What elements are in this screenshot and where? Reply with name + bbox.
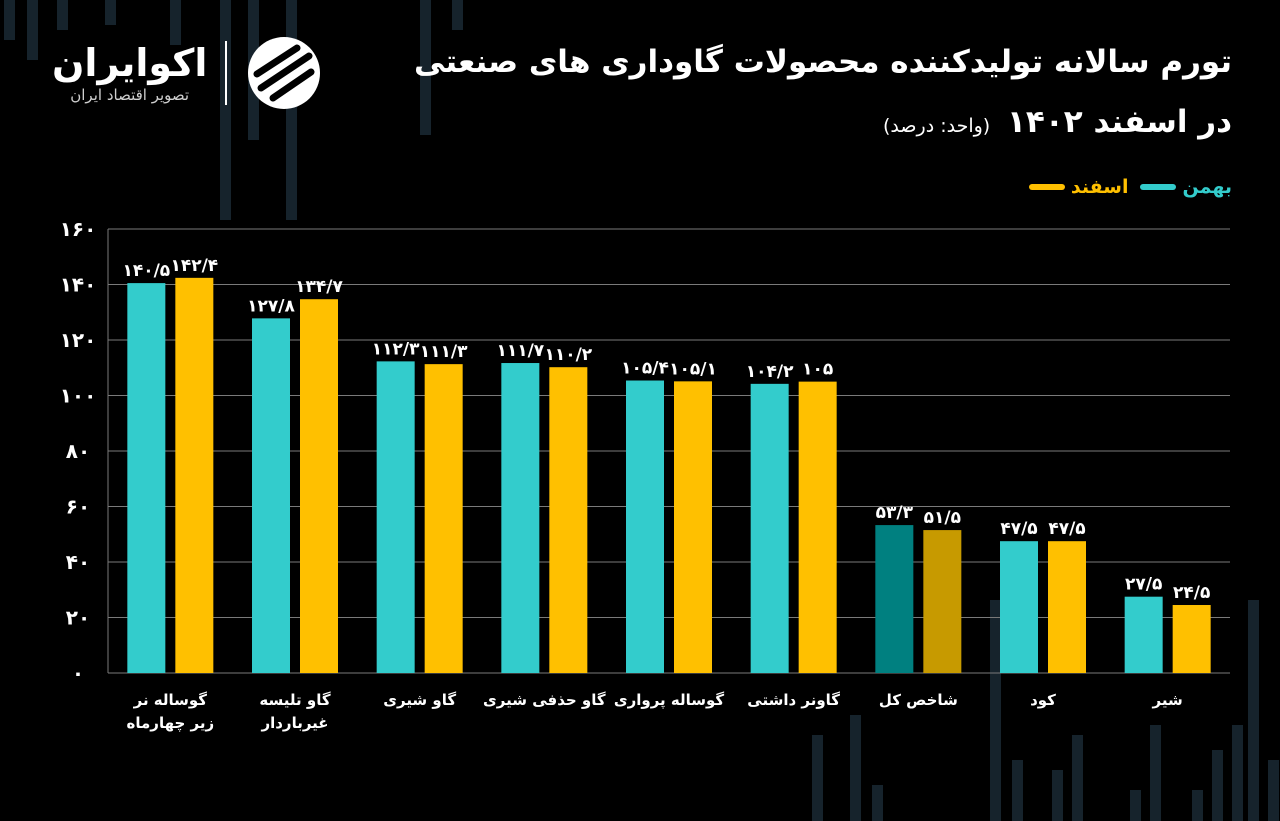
decor-bar	[1150, 725, 1161, 821]
chart-title: تورم سالانه تولیدکننده محصولات گاوداری ه…	[413, 44, 1232, 80]
bar-esfand	[798, 381, 837, 673]
data-label: ۵۳/۳	[876, 503, 914, 523]
bar-esfand	[175, 277, 214, 673]
data-label: ۴۷/۵	[1048, 519, 1085, 539]
data-label: ۱۰۵/۱	[669, 359, 717, 379]
decor-bar	[1232, 725, 1243, 821]
decor-bar	[27, 0, 38, 60]
y-tick-label: ۱۰۰	[60, 384, 97, 408]
x-category-label: زیر چهارماه	[127, 714, 215, 733]
data-label: ۱۳۴/۷	[295, 277, 343, 297]
bar-bahman	[127, 283, 166, 673]
decor-bar	[1072, 735, 1083, 821]
x-category-label: کود	[1030, 691, 1056, 709]
decor-bar	[1212, 750, 1223, 821]
bar-bahman	[501, 363, 540, 673]
data-label: ۲۷/۵	[1125, 575, 1162, 595]
data-label: ۵۱/۵	[924, 508, 961, 528]
bar-bahman	[875, 525, 914, 673]
y-tick-label: ۴۰	[66, 550, 90, 574]
x-category-label: گاونر داشتی	[747, 691, 840, 709]
data-label: ۱۰۴/۲	[746, 362, 794, 382]
data-label: ۱۱۰/۲	[544, 345, 592, 365]
decor-bar	[1268, 760, 1279, 821]
y-tick-label: ۶۰	[66, 495, 90, 519]
decor-bar	[872, 785, 883, 821]
legend-item-bahman: بهمن	[1140, 176, 1232, 198]
chart-subtitle: در اسفند ۱۴۰۲	[1006, 104, 1232, 140]
bar-esfand	[923, 530, 962, 673]
legend-label-esfand: اسفند	[1070, 176, 1129, 198]
bar-esfand	[424, 364, 463, 673]
decor-bar	[1248, 600, 1259, 821]
decor-bar	[420, 0, 431, 135]
chart-header: تورم سالانه تولیدکننده محصولات گاوداری ه…	[414, 40, 1232, 148]
bar-bahman	[252, 318, 290, 673]
decor-bar	[990, 600, 1001, 821]
bar-esfand	[549, 367, 588, 673]
bar-bahman	[376, 361, 415, 673]
brand-logo: اکوایران تصویر اقتصاد ایران	[52, 34, 323, 112]
data-label: ۱۰۵	[802, 360, 833, 380]
decor-bar	[57, 0, 68, 30]
bar-bahman	[1000, 541, 1038, 673]
data-label: ۱۴۲/۴	[170, 256, 218, 276]
x-category-label: شیر	[1152, 691, 1183, 709]
bar-esfand	[1048, 541, 1086, 673]
bar-esfand	[1172, 605, 1211, 673]
brand-tagline: تصویر اقتصاد ایران	[70, 86, 190, 104]
brand-separator	[225, 41, 228, 105]
y-tick-label: ۱۴۰	[60, 273, 97, 297]
data-label: ۱۱۱/۷	[496, 341, 544, 361]
decor-bar	[1192, 790, 1203, 821]
x-category-label: گاو شیری	[383, 691, 456, 709]
data-label: ۱۲۷/۸	[247, 296, 295, 316]
decor-bar	[812, 735, 823, 821]
x-category-label: گوساله پرواری	[614, 691, 725, 710]
decor-bar	[170, 0, 181, 45]
brand-name: اکوایران	[52, 41, 208, 85]
decor-bar	[4, 0, 15, 40]
y-tick-label: ۲۰	[66, 606, 90, 630]
decor-bar	[850, 715, 861, 821]
y-tick-label: ۰	[72, 661, 84, 685]
x-category-label: گاو تلیسه	[259, 691, 330, 709]
x-category-label: غیرباردار	[260, 714, 328, 732]
decor-bar	[1012, 760, 1023, 821]
legend-swatch-esfand	[1028, 184, 1065, 190]
bar-esfand	[674, 381, 712, 673]
x-category-label: گاو حذفی شیری	[483, 691, 606, 709]
data-label: ۴۷/۵	[1000, 519, 1037, 539]
x-category-label: گوساله نر	[133, 691, 208, 709]
unit-note: (واحد: درصد)	[883, 115, 991, 137]
bar-bahman	[750, 383, 789, 673]
y-tick-label: ۸۰	[66, 439, 90, 463]
data-label: ۱۱۲/۳	[372, 339, 420, 359]
legend-swatch-bahman	[1140, 184, 1177, 190]
bar-bahman	[626, 380, 664, 673]
decor-bar	[286, 0, 297, 220]
decor-bar	[1130, 790, 1141, 821]
decor-bar	[452, 0, 463, 30]
x-category-label: شاخص کل	[879, 691, 958, 709]
data-label: ۱۱۱/۳	[420, 342, 468, 362]
bar-esfand	[300, 299, 338, 673]
bar-bahman	[1124, 596, 1163, 673]
decor-bar	[1052, 770, 1063, 821]
data-label: ۲۴/۵	[1173, 583, 1210, 603]
legend-label-bahman: بهمن	[1182, 176, 1232, 198]
data-label: ۱۴۰/۵	[122, 261, 170, 281]
decor-bar	[220, 0, 231, 220]
legend-item-esfand: اسفند	[1028, 176, 1129, 198]
y-tick-label: ۱۲۰	[60, 328, 97, 352]
decor-bar	[105, 0, 116, 25]
brand-mark-icon	[248, 37, 321, 109]
chart-legend: بهمن اسفند	[1028, 176, 1232, 198]
y-tick-label: ۱۶۰	[60, 217, 97, 241]
data-label: ۱۰۵/۴	[621, 359, 669, 379]
